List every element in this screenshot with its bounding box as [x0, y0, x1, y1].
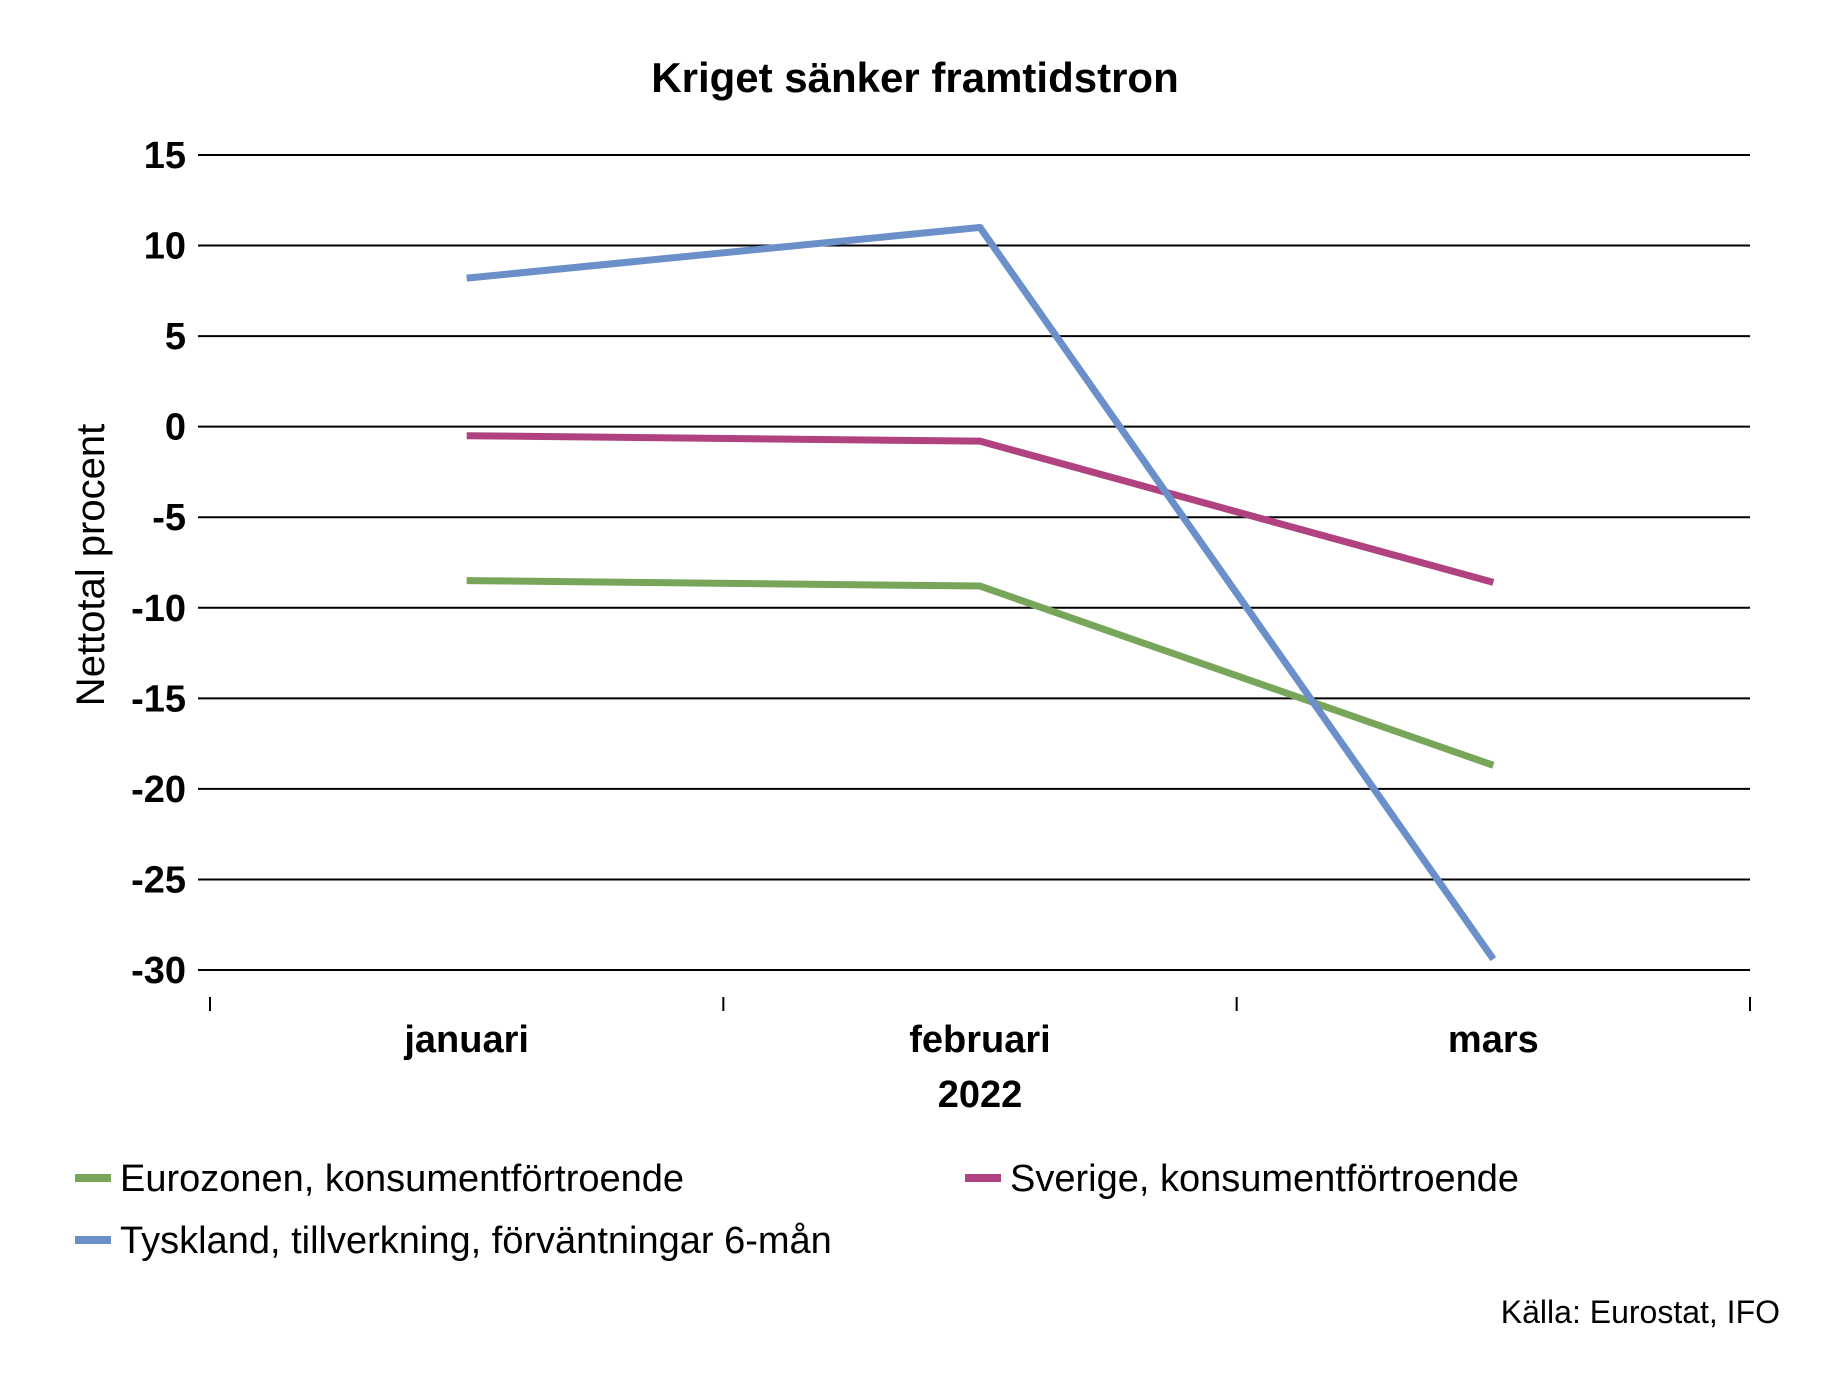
- y-axis-ticks: 15 10 5 0 -5 -10 -15 -20 -25 -30: [131, 135, 186, 992]
- series-line: [466, 432, 1495, 586]
- x-tick-label: mars: [1448, 1019, 1539, 1061]
- series-line: [466, 223, 1497, 962]
- x-tick-label: januari: [403, 1019, 529, 1061]
- x-axis-year-label: 2022: [938, 1074, 1023, 1116]
- source-note: Källa: Eurostat, IFO: [1501, 1294, 1780, 1330]
- y-tick-label: 5: [165, 316, 186, 358]
- y-tick-label: -5: [152, 497, 186, 539]
- y-tick-label: -10: [131, 588, 186, 630]
- y-tick-label: -20: [131, 769, 186, 811]
- gridlines: [198, 154, 1750, 971]
- y-tick-label: -30: [131, 950, 186, 992]
- y-tick-label: -25: [131, 859, 186, 901]
- legend-entry: Tyskland, tillverkning, förväntningar 6-…: [120, 1220, 832, 1262]
- legend-entry: Sverige, konsumentförtroende: [1010, 1158, 1519, 1200]
- legend: Eurozonen, konsumentförtroende Sverige, k…: [75, 1158, 1519, 1262]
- legend-entry: Eurozonen, konsumentförtroende: [120, 1158, 684, 1200]
- y-axis-label: Nettotal procent: [69, 424, 113, 706]
- chart-title: Kriget sänker framtidstron: [651, 54, 1178, 101]
- y-tick-label: 10: [144, 226, 186, 268]
- series-lines: [466, 223, 1497, 962]
- x-tick-label: februari: [909, 1019, 1050, 1061]
- y-tick-label: 0: [165, 407, 186, 449]
- series-line: [466, 577, 1495, 769]
- x-axis: januari februari mars: [209, 997, 1751, 1061]
- y-tick-label: 15: [144, 135, 186, 177]
- y-tick-label: -15: [131, 678, 186, 720]
